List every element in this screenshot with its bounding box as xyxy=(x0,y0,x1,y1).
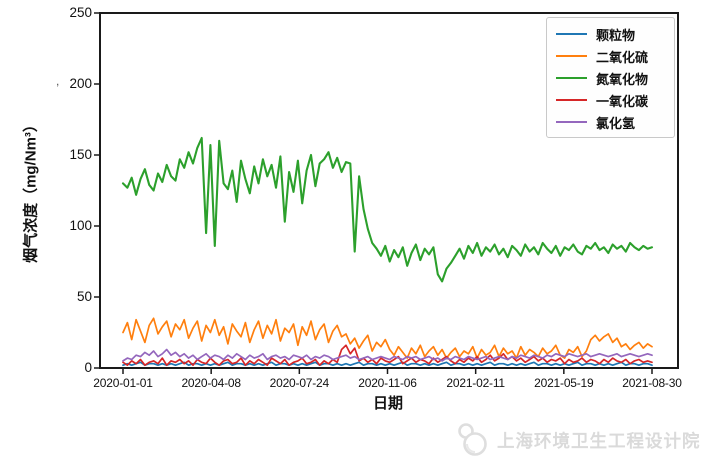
legend-item: 一氧化碳 xyxy=(556,89,665,111)
stray-mark: , xyxy=(56,74,60,88)
legend: 颗粒物二氧化硫氮氧化物一氧化碳氯化氢 xyxy=(546,17,675,138)
x-tick-label: 2020-04-08 xyxy=(181,376,241,390)
x-tick-label: 2020-01-01 xyxy=(93,376,153,390)
legend-label: 二氧化硫 xyxy=(596,49,649,65)
institute-logo-icon xyxy=(458,423,487,456)
legend-label: 颗粒物 xyxy=(596,27,636,43)
y-tick-label: 50 xyxy=(76,289,92,304)
y-tick-label: 100 xyxy=(69,218,92,233)
x-tick-label: 2020-07-24 xyxy=(269,376,330,390)
legend-item: 氮氧化物 xyxy=(556,67,665,89)
series-line-一氧化碳 xyxy=(122,344,653,367)
x-tick-label: 2020-11-06 xyxy=(358,376,417,390)
legend-line-sample xyxy=(556,121,587,123)
legend-item: 二氧化硫 xyxy=(556,45,665,67)
x-axis-label: 日期 xyxy=(372,395,403,412)
legend-label: 一氧化碳 xyxy=(596,93,649,109)
watermark-text: 上海环境卫生工程设计院 xyxy=(497,430,701,451)
x-tick-label: 2021-02-11 xyxy=(446,376,505,390)
legend-line-sample xyxy=(556,55,587,57)
watermark: 上海环境卫生工程设计院 xyxy=(454,420,701,460)
y-tick-label: 250 xyxy=(69,5,92,20)
series-line-氯化氢 xyxy=(122,348,653,362)
legend-item: 颗粒物 xyxy=(556,23,665,45)
y-tick-label: 150 xyxy=(69,147,92,162)
legend-line-sample xyxy=(556,33,587,35)
x-tick-label: 2021-05-19 xyxy=(534,376,594,390)
legend-label: 氯化氢 xyxy=(596,115,636,131)
legend-label: 氮氧化物 xyxy=(596,71,649,87)
series-line-二氧化硫 xyxy=(122,317,653,359)
legend-line-sample xyxy=(556,77,587,79)
y-axis-label: 烟气浓度（mg/Nm³） xyxy=(22,117,40,263)
plot-frame xyxy=(99,12,679,369)
y-tick-label: 200 xyxy=(69,76,92,91)
y-tick-label: 0 xyxy=(84,360,92,375)
series-line-氮氧化物 xyxy=(121,136,654,283)
x-tick-label: 2021-08-30 xyxy=(622,376,682,390)
legend-line-sample xyxy=(556,99,587,101)
legend-item: 氯化氢 xyxy=(556,111,665,133)
